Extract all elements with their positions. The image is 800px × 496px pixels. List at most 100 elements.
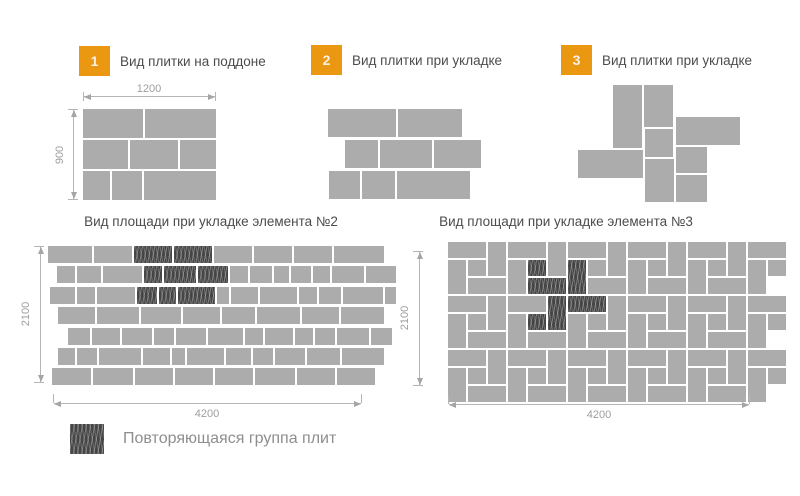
paving-tile [295,327,313,345]
paving-tile [688,260,706,294]
paving-tile [648,386,686,402]
dimension-arrow [84,94,91,100]
pallet-tile [179,140,217,169]
paving-tile [77,286,95,304]
paving-tile [608,350,626,384]
area2-row [50,286,396,304]
paving-tile [97,307,139,325]
paving-tile [648,368,666,384]
paving-tile [588,332,626,348]
section-3-title: Вид плитки при укладке [602,52,753,68]
section-2-badge: 2 [311,45,342,75]
paving-tile [628,260,646,294]
area-2-tile-field [45,246,396,386]
paving-tile [708,368,726,384]
paving-tile [548,242,566,276]
paving-tile [255,368,295,386]
dimension-arrow [417,378,423,385]
pallet-tile [143,171,216,200]
dimension-arrow [38,375,44,382]
pallet-tile [83,140,129,169]
paving-tile [608,242,626,276]
paving-tile [588,314,606,330]
paving-tile [628,350,666,366]
paving-tile [254,246,292,263]
paving-tile [302,307,339,325]
repeating-group-tile [548,296,566,330]
paving-tile [297,368,335,386]
paving-tile [307,348,340,365]
paving-tile [588,260,606,276]
dimension-arrow [208,94,215,100]
dimension-line [84,96,215,97]
dimension-arrow [354,401,361,407]
paving-tile [588,368,606,384]
paving-tile [332,266,364,284]
paving-tile [568,314,586,348]
paving-tile [337,368,375,386]
paving-tile [468,332,506,348]
paving-tile [291,266,311,284]
area-3-width-label: 4200 [586,409,612,421]
laying-pattern-2 [328,109,488,204]
paving-tile [329,171,360,199]
section-1-header: 1 Вид плитки на поддоне [79,46,266,76]
paving-tile [528,332,566,348]
area2-row [57,266,396,284]
dimension-tick [361,394,362,403]
paving-tile [508,314,526,348]
pallet-tile [145,109,216,138]
paving-tile [748,242,786,258]
paving-tile [448,296,486,312]
paving-tile [226,348,251,365]
paving-tile [93,368,133,386]
paving-tile [265,327,293,345]
paving-tile [448,350,486,366]
paving-tile [341,307,384,325]
paving-tile [230,266,248,284]
paving-tile [648,260,666,276]
repeating-group-tile [568,296,606,312]
dimension-tick [413,251,423,252]
paving-tile [578,150,643,178]
paving-tile [648,278,686,294]
paving-tile [508,368,526,402]
paving-tile [50,286,75,304]
paving-tile [708,314,726,330]
paving-tile [488,350,506,384]
paving-tile [52,368,91,386]
area-2-width-label: 4200 [194,408,220,420]
paving-tile [608,296,626,330]
paving-tile [668,350,686,384]
dimension-tick [68,109,78,110]
paving-tile [648,332,686,348]
paving-tile [728,296,746,330]
paving-tile [253,348,273,365]
paving-tile [613,85,642,148]
paving-tile [334,246,384,263]
paving-tile [588,386,626,402]
repeating-group-tile [568,260,586,294]
paving-tile [77,266,101,284]
dimension-arrow [71,110,77,117]
paving-tile [748,350,786,366]
paving-tile [508,350,546,366]
paving-tile [77,348,97,365]
repeating-group-tile [178,286,215,304]
paving-tile [468,260,486,276]
paving-tile [294,246,332,263]
paving-tile [68,327,90,345]
paving-tile [99,348,141,365]
paving-tile [468,314,486,330]
area2-row [58,307,384,325]
paving-tile [342,348,384,365]
paving-tile [313,266,330,284]
dimension-arrow [38,247,44,254]
paving-tile [528,386,566,402]
section-1-title: Вид плитки на поддоне [120,53,266,69]
laying-pattern-3 [570,85,750,205]
pallet-tile-grid [83,109,217,200]
pallet-height-label: 900 [54,145,66,165]
paving-tile [217,286,229,304]
